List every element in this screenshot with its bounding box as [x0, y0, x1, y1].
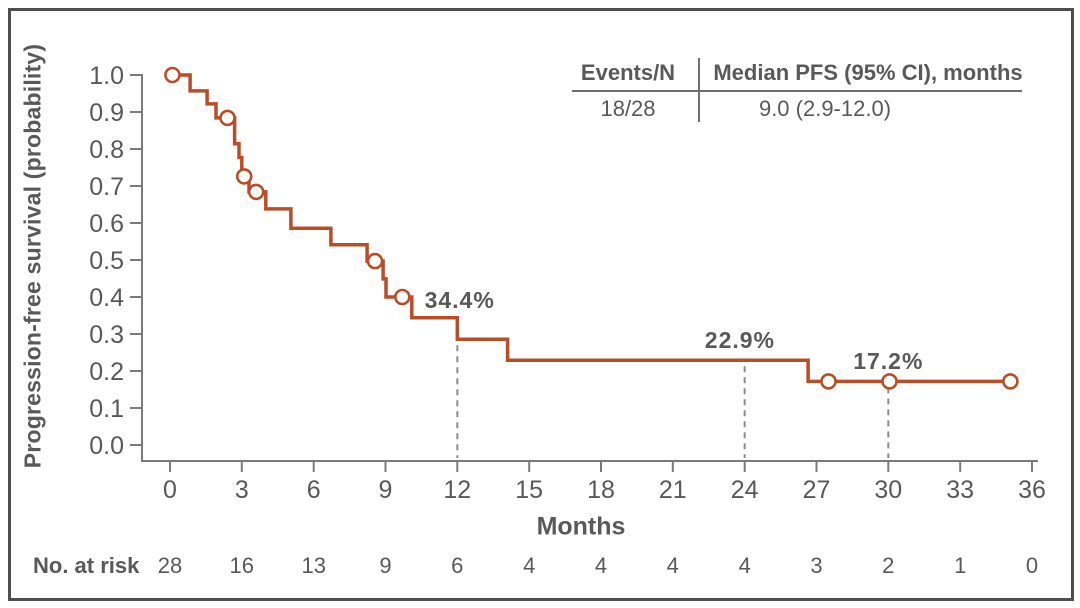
events-n-value: 18/28	[600, 96, 656, 121]
median-pfs-header: Median PFS (95% CI), months	[713, 60, 1023, 85]
x-tick-label-30: 30	[874, 476, 902, 504]
risk-count-6: 13	[301, 553, 325, 578]
y-tick-label-1.0: 1.0	[89, 62, 124, 90]
x-tick-label-24: 24	[731, 476, 759, 504]
censor-mark	[164, 66, 181, 84]
censor-mark	[247, 183, 265, 201]
risk-count-3: 16	[230, 553, 254, 578]
y-tick-label-0.5: 0.5	[89, 247, 124, 275]
risk-count-24: 4	[739, 553, 751, 578]
summary-table-value-row: 18/28 9.0 (2.9-12.0)	[558, 94, 1036, 124]
y-tick-label-0.6: 0.6	[89, 210, 124, 238]
censor-mark	[393, 288, 411, 306]
annotation-34.4%: 34.4%	[425, 287, 495, 313]
median-pfs-value: 9.0 (2.9-12.0)	[758, 96, 892, 121]
y-tick-label-0.2: 0.2	[89, 358, 124, 386]
risk-count-18: 4	[595, 553, 607, 578]
y-axis-title: Progression-free survival (probability)	[19, 43, 46, 469]
x-tick-label-36: 36	[1018, 476, 1046, 504]
risk-count-27: 3	[810, 553, 822, 578]
risk-count-9: 9	[379, 553, 391, 578]
annotation-22.9%: 22.9%	[705, 327, 775, 353]
summary-table: Events/N Median PFS (95% CI), months 18/…	[558, 57, 1036, 125]
censor-mark	[881, 373, 898, 390]
risk-count-0: 28	[158, 553, 182, 578]
x-tick-label-18: 18	[587, 476, 615, 504]
y-tick-label-0.7: 0.7	[89, 173, 124, 201]
summary-table-header-row: Events/N Median PFS (95% CI), months	[558, 58, 1036, 88]
y-tick-label-0.3: 0.3	[89, 321, 124, 349]
x-tick-label-9: 9	[379, 476, 393, 504]
x-tick-label-0: 0	[163, 476, 177, 504]
risk-count-30: 2	[882, 553, 894, 578]
x-tick-label-27: 27	[803, 476, 831, 504]
risk-count-36: 0	[1026, 553, 1038, 578]
censor-mark	[366, 252, 384, 270]
censor-mark	[219, 109, 236, 127]
censor-mark	[235, 168, 253, 185]
y-tick-label-0.1: 0.1	[89, 395, 124, 423]
y-tick-label-0.4: 0.4	[89, 284, 124, 312]
figure-border-frame	[8, 8, 1074, 601]
y-tick-label-0.8: 0.8	[89, 136, 124, 164]
censor-mark	[820, 373, 837, 390]
x-tick-label-12: 12	[443, 476, 471, 504]
summary-table-header-rule	[572, 90, 1022, 92]
annotation-17.2%: 17.2%	[853, 348, 923, 374]
risk-count-12: 6	[451, 553, 463, 578]
y-tick-label-0.9: 0.9	[89, 99, 124, 127]
km-curve	[170, 73, 1011, 384]
censor-mark	[1002, 373, 1019, 390]
events-n-header: Events/N	[580, 60, 676, 85]
x-tick-label-3: 3	[235, 476, 249, 504]
x-tick-label-6: 6	[307, 476, 321, 504]
risk-count-33: 1	[954, 553, 966, 578]
x-axis-title: Months	[536, 512, 626, 541]
x-tick-label-33: 33	[946, 476, 974, 504]
risk-count-15: 4	[523, 553, 535, 578]
number-at-risk-label: No. at risk	[33, 553, 140, 578]
x-tick-label-15: 15	[515, 476, 543, 504]
risk-count-21: 4	[667, 553, 679, 578]
y-tick-label-0.0: 0.0	[89, 432, 124, 460]
x-tick-label-21: 21	[659, 476, 687, 504]
